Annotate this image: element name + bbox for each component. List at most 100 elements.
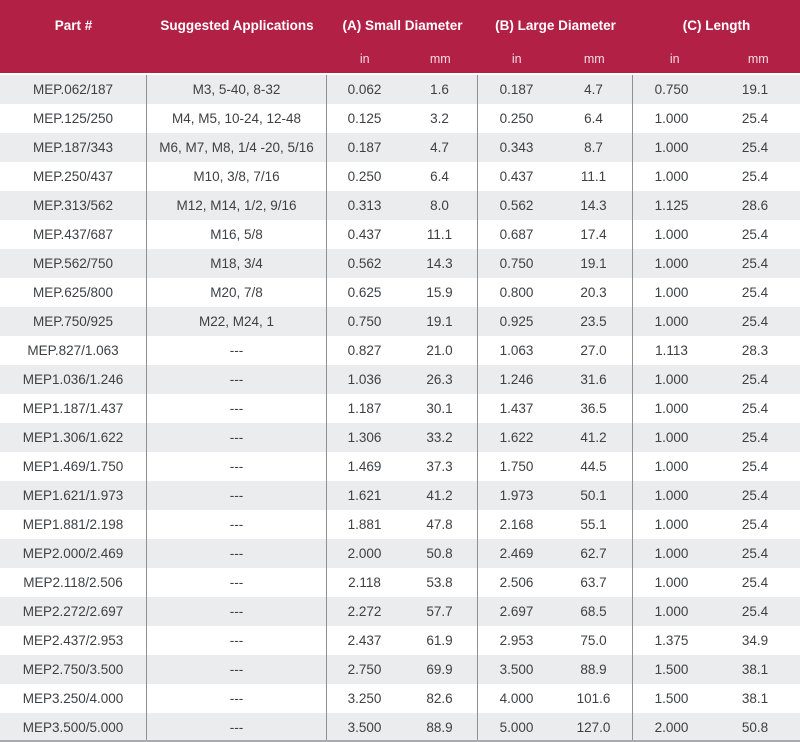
length-in-cell: 1.125 (654, 198, 689, 213)
part-number-cell: MEP1.187/1.437 (0, 394, 147, 423)
table-row: MEP2.118/2.506 --- 2.118 53.8 2.506 63.7 1.000… (0, 568, 800, 597)
length-mm-cell: 25.4 (741, 488, 769, 503)
applications-cell: --- (147, 394, 327, 423)
part-number-cell: MEP3.250/4.000 (0, 684, 147, 713)
small-diameter-mm-cell: 26.3 (402, 365, 478, 394)
applications-cell: --- (147, 597, 327, 626)
large-diameter-in-cell: 3.500 (499, 662, 534, 677)
length-in-cell: 1.000 (654, 459, 689, 474)
col-group-small-diameter-label: (A) Small Diameter (342, 17, 463, 33)
part-number-cell: MEP2.437/2.953 (0, 626, 147, 655)
large-diameter-mm-cell: 27.0 (555, 336, 633, 365)
unit-label-mm: mm (429, 52, 451, 66)
length-in-cell: 1.500 (654, 691, 689, 706)
applications-cell: M6, M7, M8, 1/4 -20, 5/16 (147, 133, 327, 162)
large-diameter-in-cell: 0.562 (499, 198, 534, 213)
part-number-cell: MEP.562/750 (0, 249, 147, 278)
length-mm-cell: 25.4 (741, 604, 769, 619)
applications-cell: --- (147, 336, 327, 365)
small-diameter-mm-cell: 19.1 (402, 307, 478, 336)
table-row: MEP2.000/2.469 --- 2.000 50.8 2.469 62.7 1.000… (0, 539, 800, 568)
small-diameter-mm-cell: 69.9 (402, 655, 478, 684)
length-mm-cell: 25.4 (741, 372, 769, 387)
length-in-cell: 1.000 (654, 517, 689, 532)
small-diameter-mm-cell: 14.3 (402, 249, 478, 278)
part-number-cell: MEP1.881/2.198 (0, 510, 147, 539)
part-number-cell: MEP.313/562 (0, 191, 147, 220)
applications-cell: M3, 5-40, 8-32 (147, 75, 327, 104)
small-diameter-in-cell: 0.187 (347, 140, 382, 155)
large-diameter-mm-cell: 23.5 (555, 307, 633, 336)
length-mm-cell: 25.4 (741, 517, 769, 532)
length-in-cell: 0.750 (654, 82, 689, 97)
length-mm-cell: 25.4 (741, 575, 769, 590)
small-diameter-in-cell: 0.313 (347, 198, 382, 213)
small-diameter-in-cell: 2.000 (347, 546, 382, 561)
col-group-length-label: (C) Length (682, 17, 751, 33)
large-diameter-in-cell: 1.973 (499, 488, 534, 503)
large-diameter-in-cell: 1.437 (499, 401, 534, 416)
large-diameter-in-cell: 0.437 (499, 169, 534, 184)
length-in-cell: 1.000 (654, 314, 689, 329)
table-row: MEP.437/687 M16, 5/8 0.437 11.1 0.687 17.4 1.0… (0, 220, 800, 249)
unit-label-mm: mm (583, 52, 605, 66)
small-diameter-in-cell: 1.621 (347, 488, 382, 503)
applications-cell: --- (147, 452, 327, 481)
small-diameter-in-cell: 1.036 (347, 372, 382, 387)
small-diameter-mm-cell: 88.9 (402, 713, 478, 740)
length-in-cell: 1.000 (654, 140, 689, 155)
applications-cell: --- (147, 423, 327, 452)
large-diameter-mm-cell: 41.2 (555, 423, 633, 452)
large-diameter-mm-cell: 17.4 (555, 220, 633, 249)
table-row: MEP1.306/1.622 --- 1.306 33.2 1.622 41.2 1.000… (0, 423, 800, 452)
length-in-cell: 1.113 (655, 343, 688, 358)
small-diameter-in-cell: 0.062 (347, 82, 382, 97)
table-row: MEP2.272/2.697 --- 2.272 57.7 2.697 68.5 1.000… (0, 597, 800, 626)
large-diameter-in-cell: 0.800 (499, 285, 534, 300)
small-diameter-in-cell: 0.125 (347, 111, 382, 126)
large-diameter-in-cell: 2.953 (499, 633, 534, 648)
part-number-cell: MEP1.621/1.973 (0, 481, 147, 510)
col-group-length: (C) Length in mm (633, 0, 800, 73)
large-diameter-mm-cell: 62.7 (555, 539, 633, 568)
length-mm-cell: 38.1 (741, 662, 769, 677)
col-group-large-diameter: (B) Large Diameter in mm (478, 0, 633, 73)
table-body: MEP.062/187 M3, 5-40, 8-32 0.062 1.6 0.187 4.… (0, 75, 800, 740)
length-mm-cell: 28.6 (741, 198, 769, 213)
table-row: MEP.562/750 M18, 3/4 0.562 14.3 0.750 19.1 1.0… (0, 249, 800, 278)
length-mm-cell: 25.4 (741, 314, 769, 329)
small-diameter-mm-cell: 8.0 (402, 191, 478, 220)
length-in-cell: 1.000 (654, 169, 689, 184)
small-diameter-in-cell: 0.250 (347, 169, 382, 184)
length-in-cell: 1.000 (654, 488, 689, 503)
applications-cell: M18, 3/4 (147, 249, 327, 278)
length-mm-cell: 25.4 (741, 546, 769, 561)
large-diameter-mm-cell: 8.7 (555, 133, 633, 162)
unit-label-in: in (359, 52, 370, 66)
length-mm-cell: 25.4 (741, 140, 769, 155)
applications-cell: --- (147, 539, 327, 568)
large-diameter-in-cell: 0.343 (499, 140, 534, 155)
small-diameter-in-cell: 0.827 (347, 343, 382, 358)
applications-cell: --- (147, 626, 327, 655)
unit-label-in: in (669, 52, 680, 66)
table-row: MEP.062/187 M3, 5-40, 8-32 0.062 1.6 0.187 4.… (0, 75, 800, 104)
small-diameter-mm-cell: 57.7 (402, 597, 478, 626)
small-diameter-mm-cell: 11.1 (402, 220, 478, 249)
part-number-cell: MEP1.036/1.246 (0, 365, 147, 394)
part-number-cell: MEP.750/925 (0, 307, 147, 336)
length-mm-cell: 25.4 (741, 285, 769, 300)
large-diameter-in-cell: 0.250 (499, 111, 534, 126)
unit-label-in: in (511, 52, 522, 66)
large-diameter-mm-cell: 36.5 (555, 394, 633, 423)
small-diameter-in-cell: 3.500 (347, 720, 382, 735)
table-header: Part # Suggested Applications (A) Small … (0, 0, 800, 75)
table-row: MEP2.437/2.953 --- 2.437 61.9 2.953 75.0 1.375… (0, 626, 800, 655)
unit-row-length: in mm (633, 52, 800, 73)
length-in-cell: 1.000 (654, 401, 689, 416)
length-in-cell: 1.000 (654, 604, 689, 619)
length-mm-cell: 19.1 (741, 82, 769, 97)
large-diameter-mm-cell: 4.7 (555, 75, 633, 104)
col-header-part-label: Part # (54, 17, 93, 33)
small-diameter-mm-cell: 53.8 (402, 568, 478, 597)
